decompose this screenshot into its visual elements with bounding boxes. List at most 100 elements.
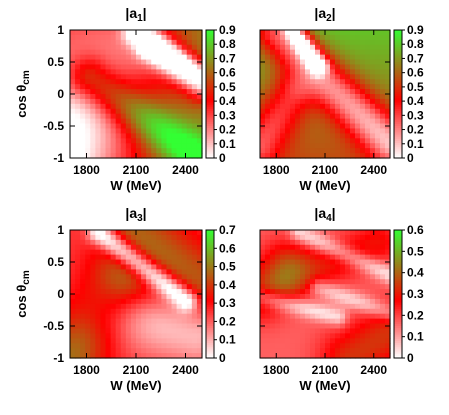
- heat-cell: [110, 230, 117, 236]
- heat-cell: [385, 34, 391, 41]
- heat-cell: [375, 94, 381, 100]
- heat-cell: [156, 333, 162, 339]
- heat-cell: [330, 303, 336, 310]
- heat-cell: [260, 39, 266, 46]
- heat-cell: [280, 308, 286, 315]
- heat-cell: [120, 98, 127, 105]
- heat-cell: [186, 313, 193, 320]
- heat-cell: [181, 103, 188, 110]
- heat-cell: [365, 308, 371, 315]
- heat-cell: [166, 353, 173, 359]
- colorbar-segment: [394, 336, 402, 340]
- heat-cell: [360, 128, 366, 134]
- heat-cell: [280, 249, 286, 256]
- colorbar-segment: [394, 296, 402, 299]
- heat-cell: [141, 343, 147, 349]
- heat-cell: [105, 89, 112, 95]
- heat-cell: [141, 138, 147, 144]
- heat-cell: [270, 308, 276, 315]
- heat-cell: [270, 348, 276, 354]
- heat-cell: [315, 98, 321, 105]
- heat-cell: [275, 98, 281, 105]
- heat-cell: [80, 39, 86, 46]
- heat-cell: [330, 313, 336, 320]
- heat-cell: [196, 333, 203, 339]
- heat-cell: [110, 118, 117, 125]
- heat-cell: [85, 259, 91, 266]
- heat-cell: [110, 274, 117, 280]
- heat-cell: [280, 98, 286, 105]
- heat-cell: [330, 294, 336, 300]
- heat-cell: [115, 98, 122, 105]
- colorbar-segment: [206, 40, 214, 44]
- heat-cell: [75, 39, 81, 46]
- heat-cell: [156, 79, 162, 85]
- heat-cell: [146, 279, 152, 285]
- colorbar-segment: [206, 72, 214, 76]
- colorbar-segment: [394, 247, 402, 250]
- heat-cell: [105, 94, 112, 100]
- heat-cell: [115, 343, 122, 349]
- x-tick-label: 2100: [123, 363, 150, 377]
- heat-cell: [385, 128, 391, 134]
- heat-cell: [171, 303, 178, 310]
- heat-cell: [186, 303, 193, 310]
- heat-cell: [75, 284, 81, 290]
- heat-cell: [305, 133, 311, 139]
- heat-cell: [110, 348, 117, 354]
- heat-cell: [161, 84, 168, 90]
- heat-cell: [340, 153, 346, 159]
- heat-cell: [375, 298, 381, 305]
- heat-cell: [80, 143, 86, 149]
- heat-cell: [156, 239, 162, 246]
- heat-cell: [375, 303, 381, 310]
- heat-cell: [375, 98, 381, 105]
- heat-cell: [355, 313, 361, 320]
- heat-cell: [105, 148, 112, 154]
- heat-cell: [340, 84, 346, 90]
- heat-cell: [340, 303, 346, 310]
- heat-cell: [161, 323, 168, 330]
- heat-cell: [151, 133, 157, 139]
- heat-cell: [196, 239, 203, 246]
- colorbar-tick-label: 0.8: [407, 37, 424, 51]
- heat-cell: [260, 303, 266, 310]
- y-tick-label: -1: [53, 351, 64, 365]
- heat-cell: [161, 348, 168, 354]
- heat-cell: [100, 284, 107, 290]
- heat-cell: [320, 244, 326, 251]
- heat-cell: [125, 269, 132, 275]
- colorbar-segment: [394, 153, 402, 157]
- heat-cell: [70, 230, 76, 236]
- heat-cell: [305, 254, 311, 261]
- heat-cell: [176, 79, 183, 85]
- heat-cell: [141, 89, 147, 95]
- heat-cell: [156, 323, 162, 330]
- heat-cell: [365, 348, 371, 354]
- heat-cell: [85, 303, 91, 310]
- heat-cell: [136, 298, 142, 305]
- heat-cell: [385, 338, 391, 344]
- heat-cell: [385, 353, 391, 359]
- heat-cell: [136, 143, 142, 149]
- heat-cell: [166, 59, 173, 66]
- colorbar-segment: [206, 251, 214, 255]
- heat-cell: [265, 303, 271, 310]
- heat-cell: [300, 298, 306, 305]
- heat-cell: [130, 118, 137, 125]
- heat-cell: [100, 313, 107, 320]
- heat-cell: [295, 353, 301, 359]
- heat-cell: [285, 264, 291, 270]
- heat-cell: [365, 89, 371, 95]
- colorbar-segment: [206, 149, 214, 153]
- heat-cell: [120, 133, 127, 139]
- colorbar-segment: [206, 68, 214, 72]
- colorbar-segment: [206, 302, 214, 306]
- heat-cell: [156, 298, 162, 305]
- heat-cell: [330, 89, 336, 95]
- heat-cell: [360, 34, 366, 41]
- heat-cell: [280, 39, 286, 46]
- heat-cell: [80, 333, 86, 339]
- heat-cell: [300, 338, 306, 344]
- heat-cell: [186, 279, 193, 285]
